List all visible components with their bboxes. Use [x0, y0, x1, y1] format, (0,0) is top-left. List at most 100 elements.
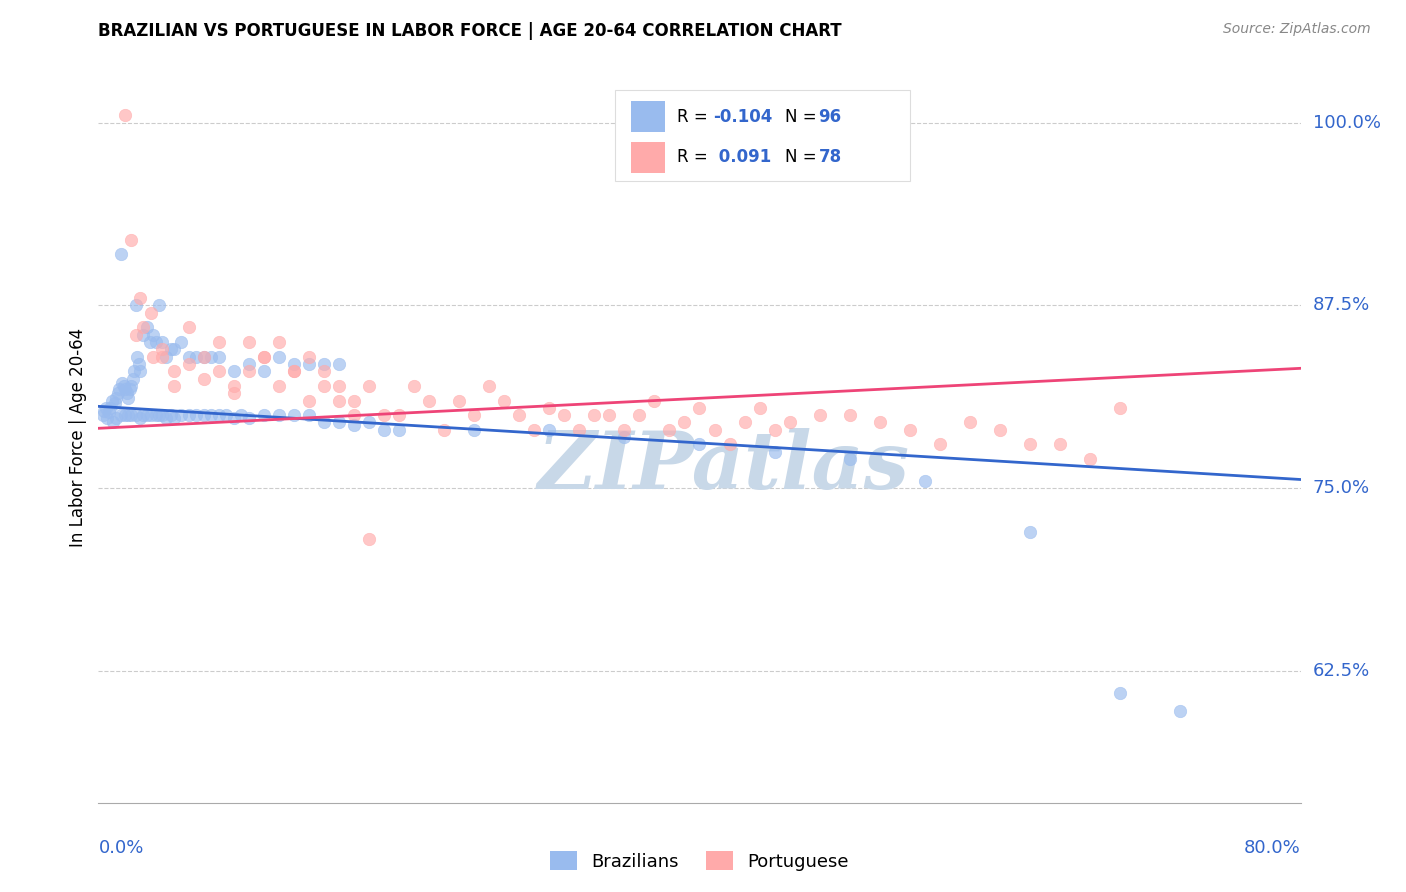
Point: [193, 350, 215, 364]
Point: [583, 408, 606, 422]
Point: [1109, 401, 1132, 415]
Point: [177, 408, 200, 422]
Text: 75.0%: 75.0%: [1313, 479, 1369, 497]
Point: [373, 408, 395, 422]
Point: [101, 393, 124, 408]
Point: [463, 408, 485, 422]
Point: [150, 350, 173, 364]
Point: [238, 334, 260, 349]
Text: R =: R =: [676, 108, 713, 126]
Point: [121, 233, 143, 247]
Point: [673, 416, 696, 430]
Point: [914, 474, 936, 488]
Point: [150, 408, 173, 422]
Point: [184, 408, 207, 422]
Point: [132, 327, 155, 342]
Text: 0.091: 0.091: [713, 148, 770, 166]
Point: [1019, 437, 1042, 451]
Point: [568, 423, 591, 437]
Point: [117, 408, 139, 422]
Point: [91, 408, 114, 422]
Point: [177, 357, 200, 371]
Text: N =: N =: [785, 148, 821, 166]
Point: [1170, 704, 1192, 718]
Point: [122, 371, 145, 385]
Text: 96: 96: [818, 108, 842, 126]
Point: [177, 320, 200, 334]
Point: [125, 327, 148, 342]
Point: [118, 382, 141, 396]
Point: [312, 416, 335, 430]
Point: [208, 334, 231, 349]
Point: [148, 408, 170, 422]
Point: [328, 357, 350, 371]
Point: [734, 416, 756, 430]
Point: [208, 408, 231, 422]
Point: [96, 411, 118, 425]
Point: [114, 108, 136, 122]
Point: [343, 393, 366, 408]
Point: [433, 423, 456, 437]
Point: [643, 393, 665, 408]
Point: [138, 334, 160, 349]
Point: [94, 401, 117, 415]
Point: [107, 386, 129, 401]
Point: [125, 298, 148, 312]
FancyBboxPatch shape: [616, 90, 910, 181]
Point: [508, 408, 530, 422]
Point: [200, 350, 222, 364]
Point: [139, 408, 162, 422]
Point: [328, 416, 350, 430]
Text: -0.104: -0.104: [713, 108, 772, 126]
Point: [343, 418, 366, 433]
Point: [135, 408, 157, 422]
Point: [159, 408, 181, 422]
Point: [208, 350, 231, 364]
Point: [838, 452, 860, 467]
Text: N =: N =: [785, 108, 821, 126]
Point: [141, 327, 163, 342]
Point: [159, 343, 181, 357]
Point: [267, 334, 290, 349]
Point: [838, 408, 860, 422]
Point: [298, 408, 321, 422]
Point: [222, 386, 245, 401]
Point: [283, 357, 305, 371]
Point: [869, 416, 891, 430]
Point: [162, 379, 184, 393]
Point: [162, 364, 184, 378]
Point: [238, 411, 260, 425]
Point: [100, 401, 122, 415]
Point: [298, 357, 321, 371]
Y-axis label: In Labor Force | Age 20-64: In Labor Force | Age 20-64: [69, 327, 87, 547]
Point: [357, 533, 380, 547]
Point: [253, 350, 276, 364]
Point: [150, 334, 173, 349]
Point: [97, 405, 120, 419]
Point: [312, 379, 335, 393]
Point: [658, 423, 681, 437]
Point: [150, 343, 173, 357]
Point: [170, 408, 193, 422]
Point: [343, 408, 366, 422]
Point: [553, 408, 575, 422]
Point: [129, 411, 152, 425]
Point: [145, 408, 167, 422]
Legend: Brazilians, Portuguese: Brazilians, Portuguese: [543, 844, 856, 878]
Point: [125, 408, 148, 422]
Text: R =: R =: [676, 148, 713, 166]
Point: [253, 364, 276, 378]
Point: [238, 364, 260, 378]
Point: [193, 408, 215, 422]
Point: [763, 444, 786, 458]
Text: BRAZILIAN VS PORTUGUESE IN LABOR FORCE | AGE 20-64 CORRELATION CHART: BRAZILIAN VS PORTUGUESE IN LABOR FORCE |…: [98, 22, 842, 40]
Point: [135, 320, 157, 334]
Point: [222, 379, 245, 393]
Point: [1078, 452, 1101, 467]
Point: [93, 403, 115, 417]
Point: [688, 437, 710, 451]
Point: [103, 416, 125, 430]
Point: [132, 408, 155, 422]
Point: [222, 364, 245, 378]
Point: [105, 391, 128, 405]
